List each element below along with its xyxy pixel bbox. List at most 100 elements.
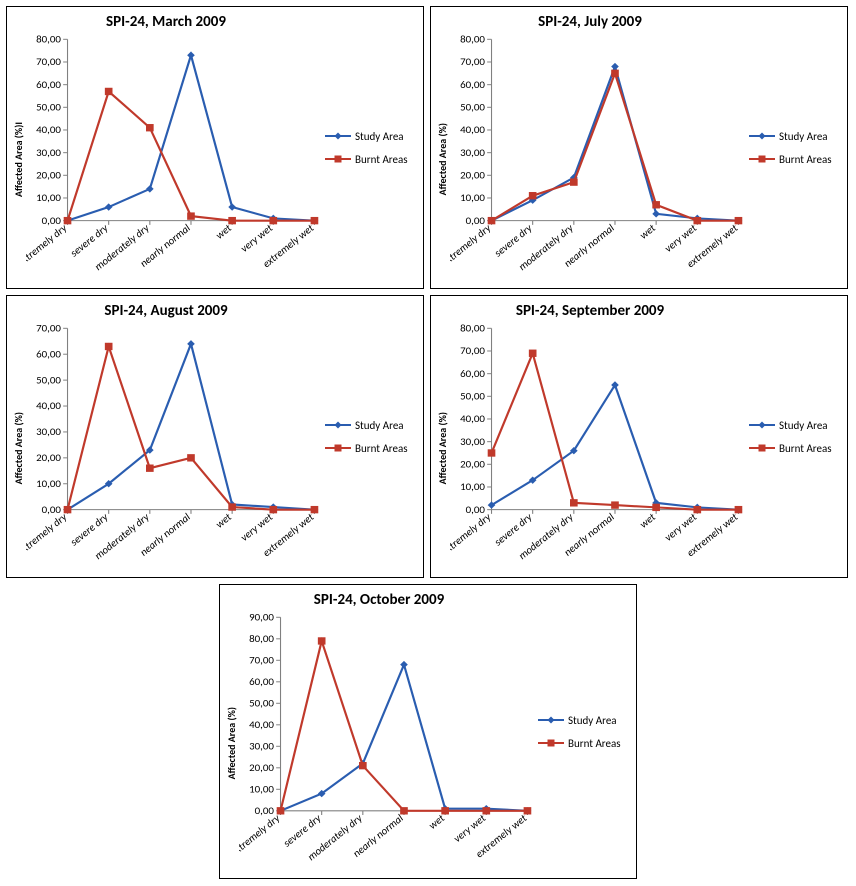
y-axis-label: Affected Area (%)I (11, 122, 26, 197)
plot-area: 0,0010,0020,0030,0040,0050,0060,0070,00e… (26, 322, 321, 575)
svg-text:70,00: 70,00 (460, 55, 485, 68)
legend-swatch-burnt (749, 443, 775, 453)
plot-area: 0,0010,0020,0030,0040,0050,0060,0070,008… (239, 611, 534, 876)
legend-item-study: Study Area (749, 419, 843, 432)
legend-item-study: Study Area (538, 714, 632, 727)
legend-item-burnt: Burnt Areas (325, 153, 419, 166)
svg-text:extremely dry: extremely dry (450, 510, 494, 558)
svg-text:10,00: 10,00 (36, 191, 61, 204)
svg-text:50,00: 50,00 (460, 390, 485, 403)
svg-text:very wet: very wet (662, 510, 700, 543)
legend-label: Burnt Areas (355, 442, 408, 455)
svg-text:20,00: 20,00 (36, 451, 61, 464)
svg-text:10,00: 10,00 (36, 477, 61, 490)
svg-text:50,00: 50,00 (460, 101, 485, 114)
legend-item-burnt: Burnt Areas (538, 737, 632, 750)
chart-title: SPI-24, July 2009 (435, 13, 745, 31)
svg-text:10,00: 10,00 (249, 783, 274, 796)
svg-text:30,00: 30,00 (460, 435, 485, 448)
svg-text:90,00: 90,00 (249, 611, 274, 623)
legend-label: Study Area (779, 419, 828, 432)
legend-label: Burnt Areas (355, 153, 408, 166)
svg-text:80,00: 80,00 (460, 322, 485, 334)
svg-text:40,00: 40,00 (460, 412, 485, 425)
legend-swatch-burnt (749, 154, 775, 164)
svg-text:wet: wet (637, 221, 659, 241)
chart-wrap: SPI-24, March 2009 Affected Area (%)I 0,… (7, 7, 325, 288)
svg-text:20,00: 20,00 (249, 761, 274, 774)
svg-text:60,00: 60,00 (460, 78, 485, 91)
legend-swatch-burnt (538, 738, 564, 748)
svg-text:60,00: 60,00 (36, 78, 61, 91)
svg-text:70,00: 70,00 (249, 654, 274, 667)
plot-row: Affected Area (%) 0,0010,0020,0030,0040,… (435, 33, 745, 286)
chart-title: SPI-24, March 2009 (11, 13, 321, 31)
plot-row: Affected Area (%) 0,0010,0020,0030,0040,… (435, 322, 745, 575)
svg-text:extremely dry: extremely dry (26, 221, 70, 269)
plot-area: 0,0010,0020,0030,0040,0050,0060,0070,008… (26, 33, 321, 286)
svg-text:very wet: very wet (451, 811, 489, 844)
chart-grid: SPI-24, March 2009 Affected Area (%)I 0,… (6, 6, 850, 879)
legend-item-burnt: Burnt Areas (749, 442, 843, 455)
legend-item-study: Study Area (749, 130, 843, 143)
legend-label: Study Area (355, 130, 404, 143)
legend-swatch-study (325, 420, 351, 430)
chart-panel-october: SPI-24, October 2009 Affected Area (%) 0… (219, 584, 637, 879)
plot-row: Affected Area (%) 0,0010,0020,0030,0040,… (11, 322, 321, 575)
svg-text:40,00: 40,00 (36, 399, 61, 412)
svg-text:60,00: 60,00 (249, 675, 274, 688)
chart-wrap: SPI-24, July 2009 Affected Area (%) 0,00… (431, 7, 749, 288)
legend-label: Study Area (355, 419, 404, 432)
svg-text:30,00: 30,00 (36, 146, 61, 159)
y-axis-label: Affected Area (%) (11, 412, 26, 484)
svg-text:80,00: 80,00 (249, 632, 274, 645)
plot-row: Affected Area (%) 0,0010,0020,0030,0040,… (224, 611, 534, 876)
svg-text:60,00: 60,00 (36, 348, 61, 361)
svg-text:wet: wet (213, 510, 235, 530)
svg-text:60,00: 60,00 (460, 367, 485, 380)
svg-text:wet: wet (213, 221, 235, 241)
legend-swatch-study (538, 715, 564, 725)
legend-swatch-study (325, 131, 351, 141)
legend: Study Area Burnt Areas (749, 296, 847, 577)
svg-text:30,00: 30,00 (460, 146, 485, 159)
legend-swatch-study (749, 420, 775, 430)
y-axis-label: Affected Area (%) (435, 412, 450, 484)
chart-title: SPI-24, August 2009 (11, 302, 321, 320)
chart-wrap: SPI-24, October 2009 Affected Area (%) 0… (220, 585, 538, 878)
legend-label: Study Area (568, 714, 617, 727)
bottom-row: SPI-24, October 2009 Affected Area (%) 0… (6, 584, 850, 879)
svg-text:very wet: very wet (238, 221, 276, 254)
legend-label: Burnt Areas (568, 737, 621, 750)
svg-text:20,00: 20,00 (36, 169, 61, 182)
chart-panel-july: SPI-24, July 2009 Affected Area (%) 0,00… (430, 6, 848, 289)
legend: Study Area Burnt Areas (325, 296, 423, 577)
svg-text:80,00: 80,00 (460, 33, 485, 45)
svg-text:extremely dry: extremely dry (26, 510, 70, 558)
svg-text:40,00: 40,00 (36, 123, 61, 136)
plot-area: 0,0010,0020,0030,0040,0050,0060,0070,008… (450, 322, 745, 575)
chart-panel-march: SPI-24, March 2009 Affected Area (%)I 0,… (6, 6, 424, 289)
legend-swatch-burnt (325, 154, 351, 164)
svg-text:20,00: 20,00 (460, 458, 485, 471)
legend-swatch-burnt (325, 443, 351, 453)
chart-title: SPI-24, September 2009 (435, 302, 745, 320)
chart-title: SPI-24, October 2009 (224, 591, 534, 609)
legend-item-burnt: Burnt Areas (749, 153, 843, 166)
plot-row: Affected Area (%)I 0,0010,0020,0030,0040… (11, 33, 321, 286)
svg-text:very wet: very wet (662, 221, 700, 254)
chart-wrap: SPI-24, September 2009 Affected Area (%)… (431, 296, 749, 577)
legend-label: Burnt Areas (779, 442, 832, 455)
plot-area: 0,0010,0020,0030,0040,0050,0060,0070,008… (450, 33, 745, 286)
legend-item-study: Study Area (325, 419, 419, 432)
y-axis-label: Affected Area (%) (435, 123, 450, 195)
chart-panel-august: SPI-24, August 2009 Affected Area (%) 0,… (6, 295, 424, 578)
svg-text:70,00: 70,00 (36, 322, 61, 334)
svg-text:50,00: 50,00 (36, 101, 61, 114)
svg-text:70,00: 70,00 (36, 55, 61, 68)
svg-text:70,00: 70,00 (460, 344, 485, 357)
svg-text:very wet: very wet (238, 510, 276, 543)
legend-swatch-study (749, 131, 775, 141)
chart-wrap: SPI-24, August 2009 Affected Area (%) 0,… (7, 296, 325, 577)
legend-label: Burnt Areas (779, 153, 832, 166)
